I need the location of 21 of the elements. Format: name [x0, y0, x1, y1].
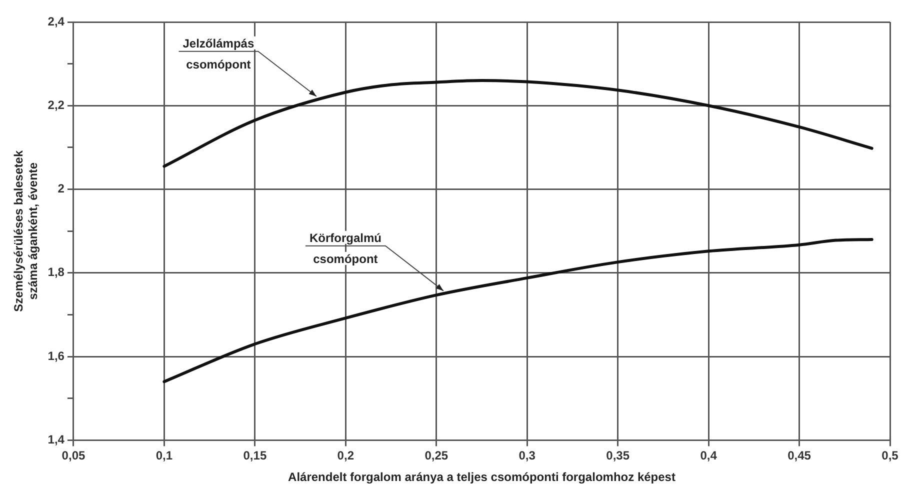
y-axis-title: Személysérüléses balesetek száma áganként, évente [12, 150, 40, 312]
x-tick-label: 0,4 [700, 448, 718, 463]
y-tick-label: 1,4 [48, 432, 65, 447]
x-tick-label: 0,25 [424, 448, 448, 463]
x-tick-label: 0,05 [62, 448, 86, 463]
y-tick-label: 2 [58, 182, 65, 196]
y-tick-label: 2,2 [48, 98, 65, 112]
y-tick-label: 2,4 [48, 14, 65, 28]
x-tick-label: 0,1 [156, 448, 173, 463]
x-tick-label: 0,15 [243, 448, 267, 463]
annotation: Körforgalmú csomópont [309, 230, 382, 266]
annotation: Jelzőlámpás csomópont [182, 36, 254, 72]
x-tick-label: 0,2 [337, 448, 354, 463]
x-tick-label: 0,35 [606, 448, 630, 463]
x-tick-label: 0,45 [788, 448, 812, 463]
x-tick-label: 0,3 [518, 448, 536, 463]
y-tick-label: 1,6 [48, 348, 65, 363]
x-axis-title: Alárendelt forgalom aránya a teljes csomóponti forgalomhoz képest [288, 470, 676, 484]
line-series [162, 79, 874, 168]
y-tick-label: 1,8 [48, 265, 65, 280]
x-tick-label: 0,5 [882, 448, 899, 463]
